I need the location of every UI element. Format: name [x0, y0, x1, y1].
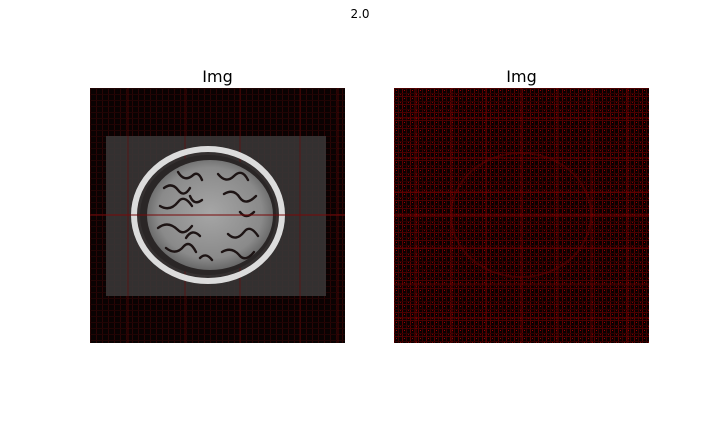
figure-suptitle: 2.0 — [350, 7, 370, 21]
residual-artifact-image — [394, 88, 649, 343]
brain-sulci — [156, 170, 260, 262]
right-panel-title: Img — [506, 67, 537, 86]
artifact-verticals-right — [415, 88, 629, 343]
artifact-horizontals-right — [394, 117, 649, 319]
left-panel-title: Img — [202, 67, 233, 86]
brain-mri-image — [90, 88, 345, 343]
